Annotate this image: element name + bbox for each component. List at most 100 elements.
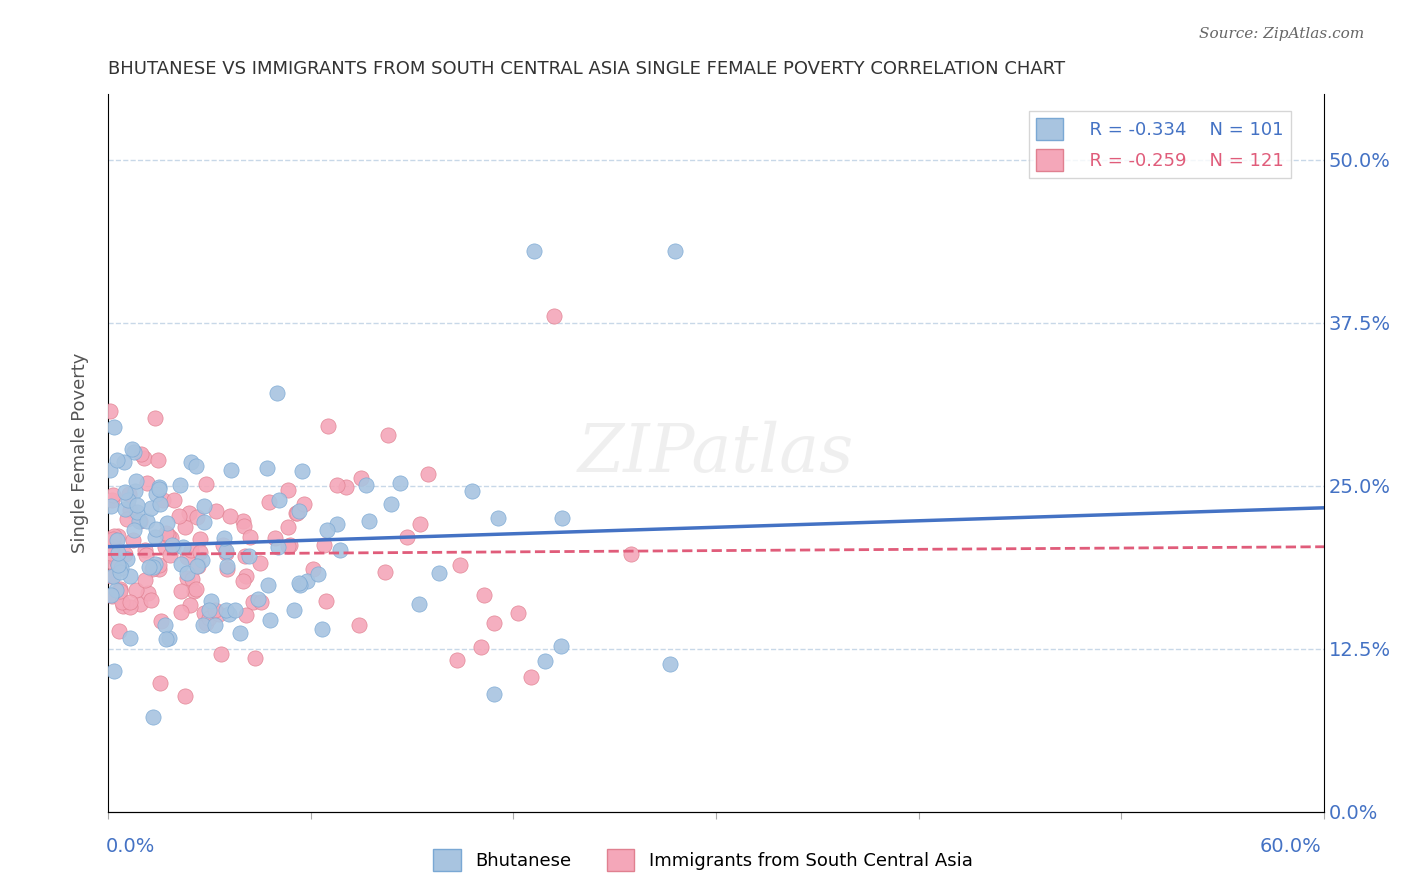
Point bbox=[103, 528, 125, 542]
Point bbox=[180, 455, 202, 469]
Point bbox=[470, 640, 492, 654]
Point bbox=[155, 526, 177, 541]
Point bbox=[218, 607, 240, 622]
Point bbox=[285, 506, 308, 520]
Point bbox=[128, 597, 150, 611]
Point bbox=[257, 494, 280, 508]
Point bbox=[160, 538, 183, 552]
Point bbox=[188, 545, 211, 559]
Point bbox=[659, 657, 682, 672]
Point bbox=[98, 554, 121, 568]
Point bbox=[160, 531, 183, 545]
Point bbox=[176, 549, 198, 564]
Point bbox=[112, 455, 135, 469]
Point bbox=[198, 603, 221, 617]
Point bbox=[543, 310, 565, 324]
Text: BHUTANESE VS IMMIGRANTS FROM SOUTH CENTRAL ASIA SINGLE FEMALE POVERTY CORRELATIO: BHUTANESE VS IMMIGRANTS FROM SOUTH CENTR… bbox=[108, 60, 1066, 78]
Point bbox=[156, 516, 179, 530]
Point bbox=[134, 542, 156, 557]
Point bbox=[176, 571, 198, 585]
Point bbox=[235, 568, 257, 582]
Point bbox=[292, 496, 315, 510]
Y-axis label: Single Female Poverty: Single Female Poverty bbox=[72, 353, 89, 553]
Point bbox=[256, 461, 278, 475]
Point bbox=[200, 594, 222, 608]
Point bbox=[288, 575, 311, 590]
Point bbox=[235, 608, 257, 623]
Point bbox=[146, 453, 169, 467]
Point bbox=[114, 502, 136, 516]
Point bbox=[176, 566, 198, 581]
Point bbox=[288, 578, 311, 592]
Point bbox=[409, 516, 432, 531]
Point bbox=[316, 419, 339, 434]
Point bbox=[232, 514, 254, 528]
Point bbox=[349, 471, 371, 485]
Point bbox=[219, 463, 242, 477]
Point bbox=[138, 559, 160, 574]
Point bbox=[238, 549, 260, 563]
Point bbox=[101, 569, 124, 583]
Point bbox=[427, 566, 450, 581]
Point bbox=[374, 566, 396, 580]
Point bbox=[135, 548, 157, 562]
Point bbox=[125, 498, 148, 512]
Point bbox=[179, 598, 201, 612]
Point bbox=[107, 546, 129, 560]
Point bbox=[246, 592, 269, 607]
Point bbox=[519, 671, 541, 685]
Point bbox=[124, 583, 146, 598]
Point bbox=[228, 626, 250, 640]
Point bbox=[534, 654, 557, 668]
Point bbox=[193, 499, 215, 513]
Point bbox=[170, 605, 193, 619]
Point bbox=[506, 607, 529, 621]
Point bbox=[143, 411, 166, 425]
Point bbox=[101, 589, 124, 603]
Point bbox=[290, 464, 312, 478]
Point bbox=[389, 475, 412, 490]
Point bbox=[482, 616, 505, 631]
Point bbox=[198, 611, 221, 625]
Point bbox=[132, 450, 155, 465]
Point bbox=[169, 478, 191, 492]
Point bbox=[121, 533, 143, 547]
Point bbox=[136, 586, 159, 600]
Point bbox=[155, 632, 177, 646]
Point bbox=[101, 492, 124, 507]
Point bbox=[217, 559, 239, 574]
Point bbox=[103, 664, 125, 678]
Point bbox=[396, 530, 419, 544]
Point bbox=[187, 558, 209, 573]
Point bbox=[307, 567, 329, 582]
Point bbox=[107, 558, 129, 572]
Point bbox=[551, 511, 574, 525]
Point bbox=[297, 574, 319, 589]
Point bbox=[121, 442, 143, 457]
Point bbox=[186, 558, 208, 573]
Point bbox=[188, 532, 211, 546]
Point bbox=[142, 560, 165, 574]
Point bbox=[311, 622, 333, 636]
Point bbox=[354, 477, 377, 491]
Point bbox=[118, 487, 141, 501]
Point bbox=[183, 584, 205, 599]
Point bbox=[256, 578, 278, 592]
Point bbox=[172, 540, 194, 554]
Point bbox=[335, 480, 357, 494]
Point bbox=[98, 403, 121, 417]
Point bbox=[100, 569, 122, 583]
Point bbox=[186, 582, 208, 596]
Point bbox=[136, 475, 159, 490]
Point bbox=[108, 584, 131, 599]
Point bbox=[122, 523, 145, 537]
Point bbox=[157, 631, 180, 645]
Point bbox=[108, 582, 131, 596]
Point bbox=[111, 595, 134, 609]
Point bbox=[242, 595, 264, 609]
Point bbox=[266, 386, 288, 401]
Point bbox=[117, 552, 139, 566]
Point bbox=[148, 558, 170, 572]
Point bbox=[215, 544, 238, 558]
Point bbox=[283, 602, 305, 616]
